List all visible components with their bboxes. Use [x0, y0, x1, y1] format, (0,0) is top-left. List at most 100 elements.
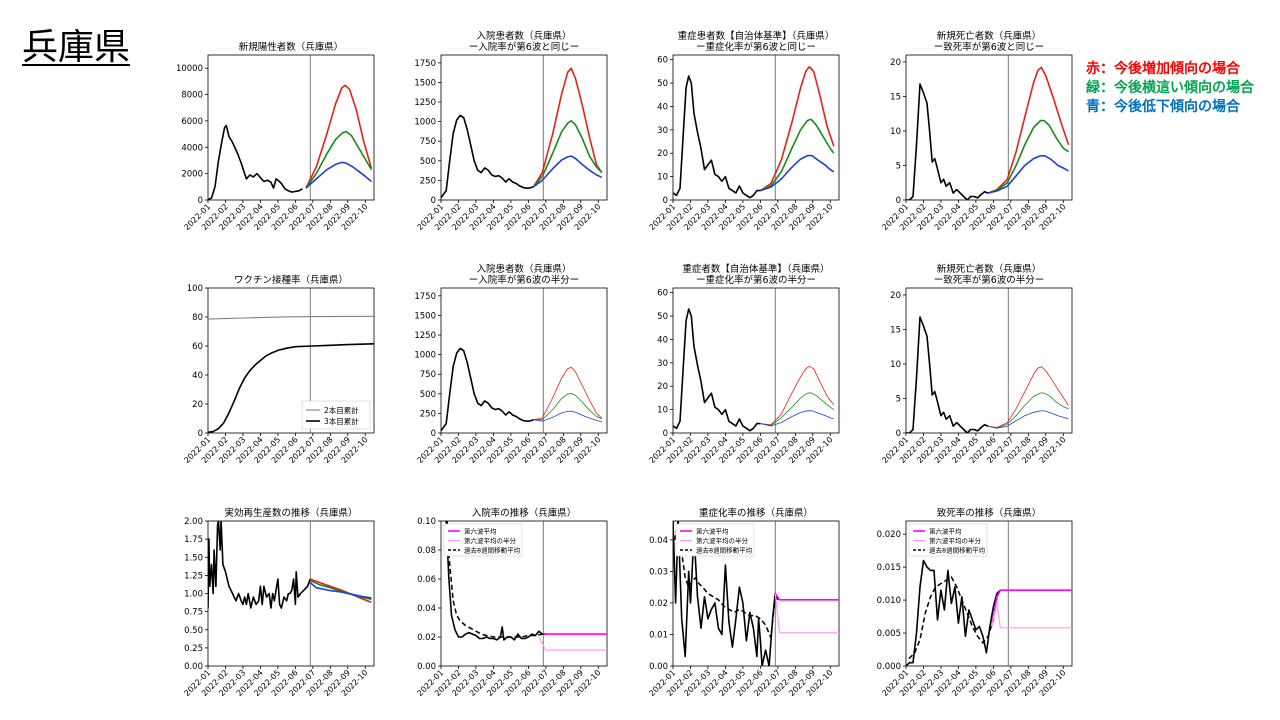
y-tick-label: 40: [657, 102, 668, 112]
chart-title: ー致死率が第6波と同じー: [934, 41, 1045, 53]
series-line-blue: [760, 410, 834, 427]
y-tick-label: 60: [192, 342, 203, 352]
y-tick-label: 1500: [414, 311, 436, 321]
chart-c8: 新規死亡者数（兵庫県）ー致死率が第6波の半分ー051015202022-0120…: [880, 263, 1073, 465]
plot-frame: [905, 54, 1073, 201]
series-line-pink: [538, 636, 607, 651]
plot-frame: [207, 54, 375, 201]
series-line-black: [906, 83, 989, 200]
series-line-black: [441, 114, 534, 199]
series-line-dashed: [906, 576, 1002, 660]
y-tick-label: 20: [192, 400, 203, 410]
chart-title: 新規死亡者数（兵庫県）: [937, 263, 1042, 275]
chart-c10: 入院率の推移（兵庫県）0.000.020.040.060.080.102022-…: [415, 507, 608, 698]
series-line-black: [673, 308, 761, 432]
series-line-green: [760, 118, 835, 192]
legend-label: 3本目累計: [324, 416, 359, 426]
y-tick-label: 0.50: [184, 626, 203, 636]
legend-green-text: 緑：今後横這い傾向の場合: [1086, 80, 1254, 96]
plot-frame: [440, 520, 608, 667]
y-tick-label: 100: [187, 284, 203, 294]
legend-label: 第六波平均: [696, 527, 729, 536]
series-line-green: [533, 392, 602, 421]
chart-title: ー重症化率が第6波と同じー: [696, 41, 816, 53]
chart-title: 重症化率の推移（兵庫県）: [699, 507, 813, 519]
y-tick-label: 0.00: [649, 662, 668, 672]
series-line-green: [760, 392, 835, 426]
series-line-green: [987, 119, 1069, 194]
series-line-black: [208, 124, 303, 200]
legend-label: 第六波平均: [464, 527, 497, 536]
plot-frame: [905, 520, 1073, 667]
y-tick-label: 40: [192, 371, 203, 381]
series-line-magenta: [774, 593, 839, 601]
series-line-gray: [208, 315, 374, 320]
y-tick-label: 4000: [181, 143, 203, 153]
series-line-red: [988, 366, 1069, 428]
chart-title: 入院率の推移（兵庫県）: [472, 507, 577, 519]
y-tick-label: 1000: [414, 351, 436, 361]
series-line-magenta: [990, 589, 1072, 627]
plot-frame: [672, 54, 840, 201]
y-tick-label: 0.03: [649, 567, 668, 577]
y-tick-label: 0.04: [417, 604, 436, 614]
y-tick-label: 80: [192, 313, 203, 323]
y-tick-label: 1.25: [184, 571, 203, 581]
y-tick-label: 0.08: [417, 546, 436, 556]
y-tick-label: 0.00: [417, 662, 436, 672]
scenario-legend: 赤：今後増加傾向の場合 緑：今後横這い傾向の場合 青：今後低下傾向の場合: [1086, 60, 1254, 117]
y-tick-label: 250: [420, 176, 436, 186]
chart-c4: 新規死亡者数（兵庫県）ー致死率が第6波と同じー051015202022-0120…: [880, 30, 1073, 232]
series-line-blue: [988, 410, 1069, 429]
plot-frame: [672, 287, 840, 434]
series-line-dashed: [446, 521, 546, 638]
y-tick-label: 10: [657, 173, 668, 183]
y-tick-label: 0.010: [877, 596, 901, 606]
y-tick-label: 20: [657, 149, 668, 159]
chart-c12: 致死率の推移（兵庫県）0.0000.0050.0100.0150.0202022…: [877, 507, 1073, 698]
series-line-black: [445, 521, 546, 641]
y-tick-label: 0: [663, 196, 668, 206]
series-line-red: [532, 67, 603, 188]
y-tick-label: 1.00: [184, 590, 203, 600]
y-tick-label: 0: [896, 429, 901, 439]
y-tick-label: 0: [431, 429, 436, 439]
y-tick-label: 2.00: [184, 517, 203, 527]
chart-c7: 重症者数【自治体基準】（兵庫県）ー重症化率が第6波の半分ー 0 10 20 30 40 50…: [647, 263, 840, 465]
y-tick-label: 60: [657, 289, 668, 299]
y-tick-label: 0.10: [417, 517, 436, 527]
y-tick-label: 750: [420, 370, 436, 380]
series-line-blue: [533, 155, 603, 188]
y-tick-label: 10: [890, 127, 901, 137]
chart-title: 入院患者数（兵庫県）: [476, 263, 571, 275]
series-line-dashed: [673, 521, 779, 639]
y-tick-label: 0: [431, 196, 436, 206]
y-tick-label: 0.01: [649, 630, 668, 640]
y-tick-label: 1500: [414, 78, 436, 88]
chart-title: ー重症化率が第6波の半分ー: [696, 274, 816, 286]
y-tick-label: 20: [657, 382, 668, 392]
chart-title: ワクチン接種率（兵庫県）: [234, 274, 348, 286]
y-tick-label: 1750: [414, 292, 436, 302]
y-tick-label: 0.020: [877, 530, 901, 540]
chart-title: 重症者数【自治体基準】（兵庫県）: [682, 263, 829, 275]
y-tick-label: 1000: [414, 118, 436, 128]
chart-title: 新規陽性者数（兵庫県）: [239, 41, 344, 53]
y-tick-label: 0: [198, 429, 203, 439]
series-line-red: [309, 578, 372, 603]
y-tick-label: 0.00: [184, 662, 203, 672]
series-line-red: [760, 365, 835, 426]
y-tick-label: 60: [657, 56, 668, 66]
y-tick-label: 1.75: [184, 535, 203, 545]
series-line-blue: [305, 161, 372, 189]
chart-title: 致死率の推移（兵庫県）: [937, 507, 1042, 519]
legend-label: 過去8週間移動平均: [929, 546, 986, 555]
series-line-pink: [774, 593, 839, 634]
y-tick-label: 0: [663, 429, 668, 439]
series-line-blue: [533, 410, 602, 422]
chart-c5: ワクチン接種率（兵庫県）0204060801002022-012022-0220…: [182, 274, 375, 465]
plot-frame: [905, 287, 1073, 434]
y-tick-label: 10: [657, 406, 668, 416]
chart-c9: 実効再生産数の推移（兵庫県） 0.00 0.25 0.50 0.75 1.00 1.25 1.…: [182, 507, 375, 698]
